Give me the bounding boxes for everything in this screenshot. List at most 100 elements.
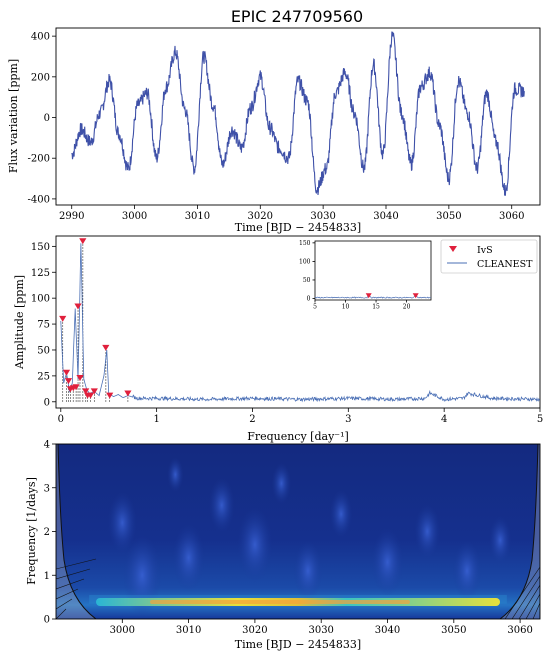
cone-of-influence-left bbox=[56, 444, 96, 619]
wavelet-power-patch bbox=[122, 534, 162, 617]
cone-of-influence-right bbox=[500, 444, 540, 619]
ivs-marker bbox=[59, 315, 67, 322]
cleanest-spectrum-line bbox=[60, 243, 540, 403]
panel1-ytick-label: -400 bbox=[28, 194, 50, 205]
panel2-ytick-label: 100 bbox=[31, 294, 50, 305]
inset-frame bbox=[314, 240, 432, 301]
wavelet-power-patch bbox=[371, 528, 404, 597]
wavelet-power-patch bbox=[452, 540, 482, 602]
wavelet-panel: 3000 3010 3020 3030 3040 3050 3060 0 1 2 3 4 Time [… bbox=[25, 440, 541, 651]
panel2-ytick-label: 75 bbox=[37, 320, 50, 331]
panel2-xtick-label: 2 bbox=[249, 414, 255, 425]
coi-hatch bbox=[56, 558, 97, 570]
light-curve-line bbox=[71, 31, 525, 197]
legend-ivs-label: IvS bbox=[477, 245, 493, 256]
wavelet-power-patch bbox=[329, 490, 353, 538]
coi-hatch bbox=[56, 608, 67, 619]
ivs-marker bbox=[124, 390, 132, 397]
panel2-ytick-label: 25 bbox=[37, 371, 50, 382]
panel3-xtick-label: 3050 bbox=[441, 625, 466, 636]
panel2-ytick-label: 150 bbox=[31, 242, 50, 253]
coi-hatch bbox=[56, 568, 91, 580]
panel2-frame bbox=[55, 235, 541, 409]
inset-ytick-label: 150 bbox=[299, 240, 311, 247]
ivs-marker bbox=[86, 392, 95, 399]
wavelet-power-patch bbox=[167, 457, 184, 492]
panel3-xtick-label: 3030 bbox=[308, 625, 333, 636]
legend-box bbox=[440, 239, 538, 274]
ivs-marker bbox=[72, 384, 80, 391]
ivs-marker bbox=[62, 369, 71, 376]
cone-curve-left bbox=[57, 444, 97, 619]
coi-hatch bbox=[56, 598, 73, 610]
wavelet-power-patch bbox=[172, 523, 205, 592]
panel3-xtick-label: 3000 bbox=[110, 625, 135, 636]
panel2-xlabel: Frequency [day⁻¹] bbox=[247, 430, 349, 443]
wavelet-ridge-core bbox=[150, 600, 410, 604]
panel1-xtick-label: 3020 bbox=[248, 211, 273, 222]
panel3-xtick-label: 3060 bbox=[507, 625, 532, 636]
panel1-xtick-label: 2990 bbox=[59, 211, 84, 222]
panel1-xtick-label: 3030 bbox=[310, 211, 335, 222]
coi-hatch bbox=[518, 584, 540, 619]
inset-xtick-label: 5 bbox=[313, 304, 317, 311]
inset-ytick-label: 50 bbox=[303, 277, 311, 284]
periodogram-inset: 5 10 15 20 0 50 100 150 bbox=[299, 240, 432, 311]
panel3-xlabel: Time [BJD − 2454833] bbox=[235, 638, 361, 651]
inset-xtick-label: 10 bbox=[342, 304, 350, 311]
panel1-ytick-label: -200 bbox=[28, 154, 50, 165]
panel3-ytick-label: 3 bbox=[44, 483, 50, 494]
panel1-xtick-label: 3050 bbox=[436, 211, 461, 222]
legend-ivs-marker bbox=[449, 246, 457, 252]
legend: IvS CLEANEST bbox=[440, 239, 538, 274]
panel2-xtick-label: 3 bbox=[345, 414, 351, 425]
chart-title: EPIC 247709560 bbox=[231, 7, 363, 26]
inset-xtick-label: 15 bbox=[372, 304, 380, 311]
panel2-ytick-label: 125 bbox=[31, 268, 50, 279]
inset-ivs-marker bbox=[412, 293, 419, 299]
panel1-xtick-label: 3060 bbox=[499, 211, 524, 222]
wavelet-power-patch bbox=[237, 507, 273, 583]
ivs-marker bbox=[74, 303, 82, 310]
light-curve-panel: 2990 3000 3010 3020 3030 3040 3050 3060 -400 -200… bbox=[7, 27, 541, 234]
legend-cleanest-label: CLEANEST bbox=[477, 259, 533, 270]
ivs-marker bbox=[82, 388, 90, 395]
panel1-xtick-label: 3010 bbox=[185, 211, 210, 222]
inset-ytick-label: 100 bbox=[299, 258, 311, 265]
wavelet-power-patch bbox=[414, 504, 441, 559]
coi-hatch bbox=[511, 575, 540, 619]
panel2-xtick-label: 0 bbox=[58, 414, 64, 425]
wavelet-power-patch bbox=[271, 462, 292, 504]
wavelet-power-patch bbox=[293, 540, 323, 602]
panel1-ytick-label: 0 bbox=[44, 113, 50, 124]
ivs-marker bbox=[76, 375, 84, 381]
coi-hatch bbox=[525, 593, 540, 619]
inset-spectrum-line bbox=[314, 295, 431, 299]
panel1-ytick-label: 200 bbox=[31, 72, 50, 83]
panel2-ytick-label: 0 bbox=[44, 397, 50, 408]
panel2-ytick-label: 50 bbox=[37, 345, 50, 356]
ivs-marker bbox=[106, 392, 114, 399]
inset-xtick-label: 20 bbox=[403, 304, 411, 311]
panel2-xtick-label: 4 bbox=[441, 414, 447, 425]
panel1-xtick-label: 3000 bbox=[122, 211, 147, 222]
panel2-xtick-label: 5 bbox=[537, 414, 543, 425]
panel3-xtick-label: 3040 bbox=[375, 625, 400, 636]
panel1-ylabel: Flux variation [ppm] bbox=[7, 59, 20, 173]
panel1-xlabel: Time [BJD − 2454833] bbox=[235, 221, 361, 234]
panel2-xtick-label: 1 bbox=[153, 414, 159, 425]
ivs-marker bbox=[79, 238, 87, 245]
panel3-ytick-label: 0 bbox=[44, 615, 50, 626]
coi-hatch bbox=[504, 566, 540, 619]
inset-ivs-marker bbox=[365, 293, 372, 299]
ivs-marker bbox=[64, 378, 73, 385]
inset-ytick-label: 0 bbox=[307, 296, 311, 303]
panel1-ytick-label: 400 bbox=[31, 32, 50, 43]
panel3-xtick-label: 3010 bbox=[176, 625, 201, 636]
wavelet-power-patch bbox=[489, 516, 512, 565]
panel3-ytick-label: 4 bbox=[44, 440, 50, 451]
wavelet-power-patch bbox=[208, 478, 235, 533]
ivs-marker bbox=[90, 388, 98, 395]
